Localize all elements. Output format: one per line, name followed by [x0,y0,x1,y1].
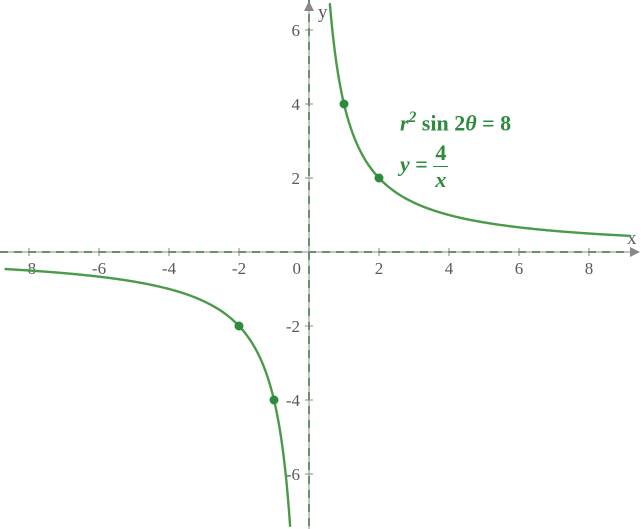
equation-line-2: y = 4x [400,142,511,191]
x-axis-label: x [627,228,637,249]
coordinate-plot: xy-8-6-4-202468-6-4-2246 [0,0,641,529]
x-tick-label: -2 [232,259,246,278]
x-tick-label: 8 [585,259,594,278]
y-tick-label: -2 [286,317,300,336]
curve-marker [270,396,279,405]
y-tick-label: 2 [292,169,301,188]
x-tick-label: -4 [162,259,177,278]
curve-marker [235,322,244,331]
equation-line-1: r2 sin 2θ = 8 [400,108,511,138]
x-tick-label: -8 [22,259,36,278]
x-tick-label: 0 [293,259,302,278]
y-tick-label: -6 [286,465,300,484]
equation-label: r2 sin 2θ = 8 y = 4x [400,108,511,191]
y-tick-label: -4 [286,391,301,410]
y-tick-label: 6 [292,21,301,40]
curve-marker [340,100,349,109]
x-tick-label: 4 [445,259,454,278]
y-tick-label: 4 [292,95,301,114]
x-tick-label: 2 [375,259,384,278]
curve-marker [375,174,384,183]
y-axis-label: y [318,2,328,23]
chart-container: xy-8-6-4-202468-6-4-2246 r2 sin 2θ = 8y … [0,0,641,529]
x-tick-label: 6 [515,259,524,278]
